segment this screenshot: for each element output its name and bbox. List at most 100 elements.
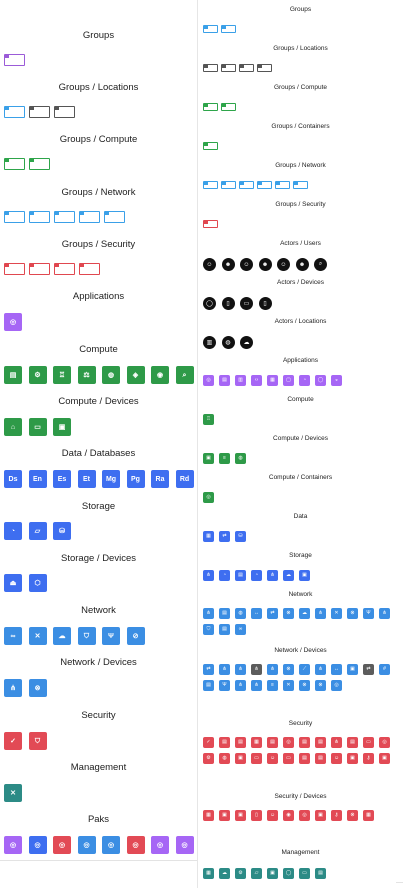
shape-tile[interactable]: ⋔ [251, 664, 262, 675]
shape-tile[interactable]: ▤ [235, 737, 246, 748]
shape-tile[interactable]: ⋔ [203, 570, 214, 581]
shape-tile[interactable]: ⋔ [235, 664, 246, 675]
shape-tile[interactable]: ▤ [4, 366, 22, 384]
shape-tile[interactable]: ⛉ [28, 732, 47, 750]
shape-tile[interactable]: ☁ [53, 627, 71, 645]
group-shape[interactable] [239, 64, 254, 72]
shape-tile[interactable]: ♖ [53, 366, 71, 384]
shape-tile[interactable]: ⊗ [283, 664, 294, 675]
shape-tile[interactable]: ▱ [251, 868, 262, 879]
shape-tile[interactable]: Ψ [102, 627, 120, 645]
shape-tile[interactable]: Et [77, 470, 96, 488]
shape-tile[interactable]: Ψ [363, 608, 374, 619]
shape-tile[interactable]: ⋔ [235, 680, 246, 691]
group-shape[interactable] [4, 158, 25, 170]
actor-shape[interactable]: ◯ [203, 297, 216, 310]
shape-tile[interactable]: ⋔ [315, 664, 326, 675]
shape-tile[interactable]: ▣ [235, 810, 246, 821]
shape-tile[interactable]: ◔ [251, 570, 262, 581]
shape-tile[interactable]: ⊘ [126, 627, 145, 645]
shape-tile[interactable]: ▤ [219, 737, 230, 748]
actor-shape[interactable]: ▯ [258, 297, 272, 310]
group-shape[interactable] [203, 181, 218, 189]
shape-tile[interactable]: ▭ [363, 737, 374, 748]
shape-tile[interactable]: ◉ [151, 366, 169, 384]
shape-tile[interactable]: ⊗ [347, 608, 358, 619]
group-shape[interactable] [203, 103, 218, 111]
shape-tile[interactable]: ▣ [203, 453, 214, 464]
shape-tile[interactable]: ⛁ [235, 531, 246, 542]
shape-tile[interactable]: ⇄ [219, 531, 230, 542]
shape-tile[interactable]: ⋔ [315, 608, 326, 619]
shape-tile[interactable]: ◎ [203, 492, 214, 503]
shape-tile[interactable]: ⛉ [203, 624, 214, 635]
shape-tile[interactable]: ♖ [203, 414, 214, 425]
shape-tile[interactable]: ◈ [126, 366, 145, 384]
shape-tile[interactable]: ▤ [235, 570, 246, 581]
shape-tile[interactable]: ⋔ [267, 664, 278, 675]
shape-tile[interactable]: ▭ [251, 753, 262, 764]
shape-tile[interactable]: Ra [151, 470, 169, 488]
shape-tile[interactable]: ⇄ [363, 664, 374, 675]
shape-tile[interactable]: ▭ [28, 418, 47, 436]
shape-tile[interactable]: ▣ [347, 664, 358, 675]
shape-tile[interactable]: ◎ [151, 836, 169, 854]
shape-tile[interactable]: ⋔ [219, 664, 230, 675]
shape-tile[interactable]: ▣ [219, 810, 230, 821]
shape-tile[interactable]: ◎ [126, 836, 145, 854]
group-shape[interactable] [203, 220, 218, 228]
shape-tile[interactable]: ▤ [315, 868, 326, 879]
shape-tile[interactable]: ⋔ [267, 570, 278, 581]
shape-tile[interactable]: ⬡ [28, 574, 47, 592]
group-shape[interactable] [104, 211, 125, 223]
shape-tile[interactable]: Ψ [219, 680, 230, 691]
group-shape[interactable] [54, 263, 75, 275]
group-shape[interactable] [275, 181, 290, 189]
shape-tile[interactable]: ↔ [251, 608, 262, 619]
shape-tile[interactable]: ▣ [379, 753, 390, 764]
group-shape[interactable] [239, 181, 254, 189]
shape-tile[interactable]: En [28, 470, 47, 488]
group-shape[interactable] [293, 181, 308, 189]
shape-tile[interactable]: ▣ [267, 868, 278, 879]
group-shape[interactable] [203, 64, 218, 72]
shape-tile[interactable]: ⊗ [347, 810, 358, 821]
shape-tile[interactable]: # [379, 664, 390, 675]
group-shape[interactable] [221, 103, 236, 111]
actor-shape[interactable]: ◍ [221, 336, 235, 349]
shape-tile[interactable]: ▦ [251, 737, 262, 748]
shape-tile[interactable]: ⚙ [235, 868, 246, 879]
shape-tile[interactable]: ▣ [53, 418, 71, 436]
shape-tile[interactable]: ◎ [53, 836, 71, 854]
actor-shape[interactable]: ▯ [221, 297, 235, 310]
group-shape[interactable] [29, 211, 50, 223]
shape-tile[interactable]: ▤ [219, 624, 230, 635]
shape-tile[interactable]: ▦ [203, 868, 214, 879]
shape-tile[interactable]: ∞ [4, 627, 22, 645]
shape-tile[interactable]: ⇄ [267, 608, 278, 619]
actor-shape[interactable]: ☻ [258, 258, 272, 271]
shape-tile[interactable]: ▯ [251, 810, 262, 821]
shape-tile[interactable]: ◍ [219, 753, 230, 764]
shape-tile[interactable]: ◎ [379, 737, 390, 748]
shape-tile[interactable]: Ds [4, 470, 22, 488]
group-shape[interactable] [54, 211, 75, 223]
shape-tile[interactable]: ✕ [283, 680, 294, 691]
shape-tile[interactable]: ⊗ [283, 608, 294, 619]
shape-tile[interactable]: ▤ [203, 680, 214, 691]
shape-tile[interactable]: ⌕ [175, 366, 194, 384]
group-shape[interactable] [29, 158, 50, 170]
shape-tile[interactable]: ◉ [283, 810, 294, 821]
shape-tile[interactable]: ☺ [331, 753, 342, 764]
shape-tile[interactable]: ∞ [235, 624, 246, 635]
shape-tile[interactable]: ◒ [331, 375, 342, 386]
shape-tile[interactable]: ◎ [299, 810, 310, 821]
shape-tile[interactable]: ‹› [251, 375, 262, 386]
shape-tile[interactable]: ⋔ [203, 608, 214, 619]
shape-tile[interactable]: ⏏ [4, 574, 22, 592]
shape-tile[interactable]: ▤ [219, 375, 230, 386]
shape-tile[interactable]: ◍ [235, 453, 246, 464]
shape-tile[interactable]: ⊗ [28, 679, 47, 697]
actor-shape[interactable]: ☺ [240, 258, 253, 271]
shape-tile[interactable]: ✕ [4, 784, 22, 802]
